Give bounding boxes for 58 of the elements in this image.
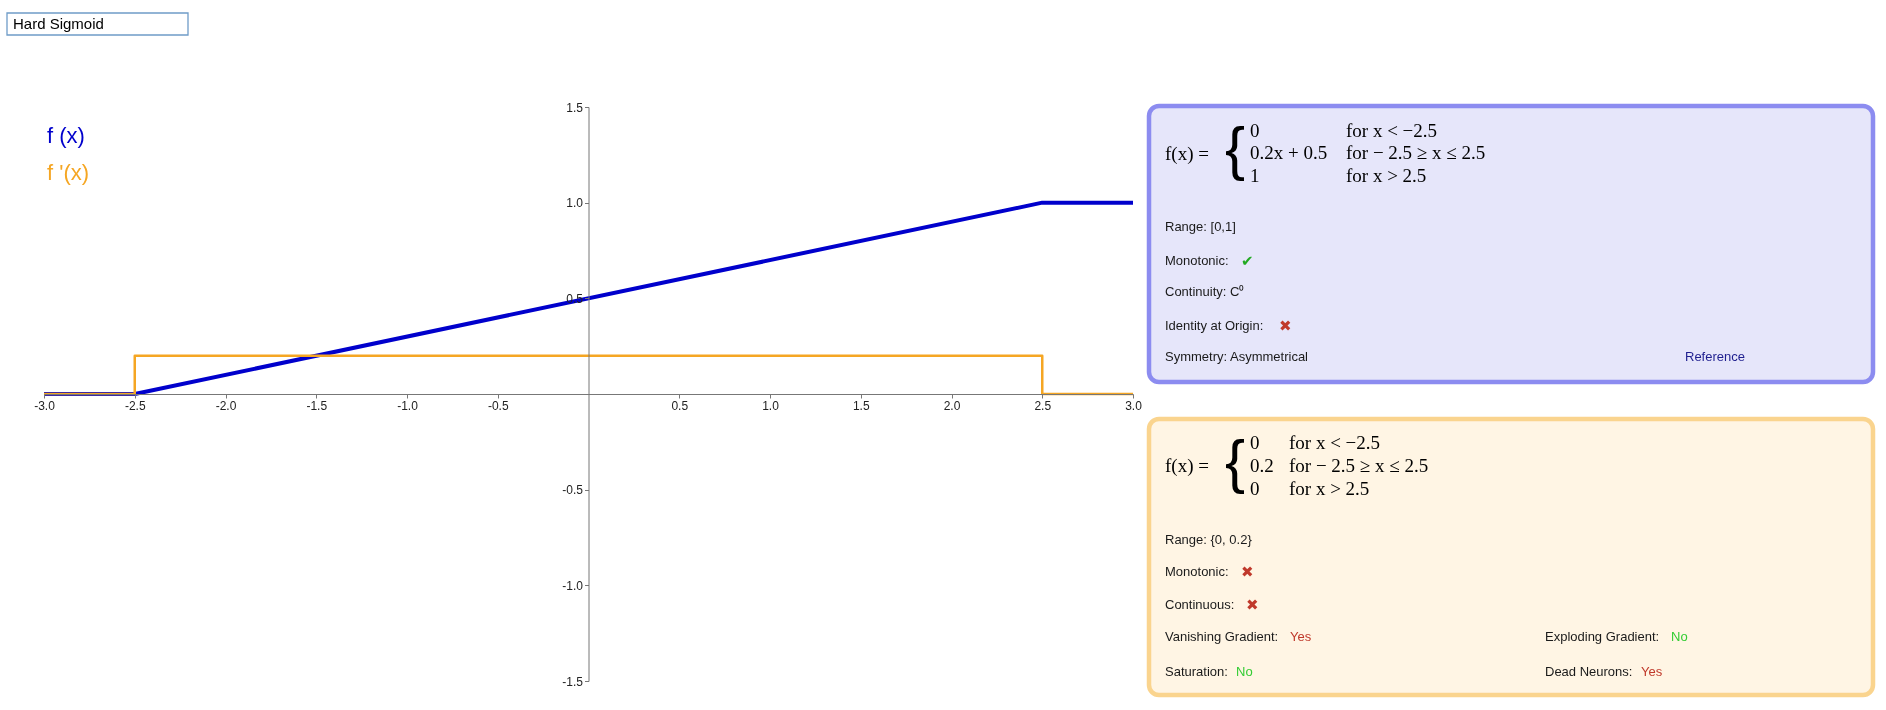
x-tick-label: -0.5: [487, 398, 509, 413]
x-tick-label: -2.0: [215, 398, 237, 413]
x-tick-label: 3.0: [1125, 398, 1143, 413]
y-tick-label: 1.0: [566, 196, 584, 211]
y-tick-label: 0.5: [566, 291, 584, 306]
x-tick-label: -1.0: [397, 398, 419, 413]
text: ✔: [1241, 252, 1254, 270]
text: Identity at Origin:: [1165, 318, 1264, 333]
text: Dead Neurons:: [1545, 664, 1633, 679]
y-tick-label: -1.0: [562, 578, 584, 593]
text: No: [1236, 664, 1253, 679]
text: Continuity: C⁰: [1165, 284, 1245, 299]
text: Monotonic:: [1165, 564, 1229, 579]
y-tick-label: -1.5: [562, 674, 584, 689]
text: ✖: [1246, 596, 1259, 614]
x-tick-label: 0.5: [671, 398, 689, 413]
text: No: [1671, 629, 1688, 644]
text: 0.2x + 0.5: [1250, 142, 1328, 163]
text: for x < −2.5: [1346, 120, 1438, 141]
text: Yes: [1641, 664, 1663, 679]
text: {: [1225, 115, 1246, 182]
text: Range: {0, 0.2}: [1165, 532, 1253, 547]
text: for x < −2.5: [1289, 432, 1381, 453]
text: 1: [1250, 165, 1260, 186]
text: Continuous:: [1165, 597, 1235, 612]
text: 0: [1250, 432, 1260, 453]
text: ✖: [1279, 317, 1292, 335]
text: for − 2.5 ≥ x ≤ 2.5: [1289, 455, 1429, 476]
x-tick-label: 1.5: [852, 398, 870, 413]
text: f (x): [47, 123, 85, 148]
y-tick-label: -0.5: [562, 483, 584, 498]
text: Exploding Gradient:: [1545, 629, 1660, 644]
x-tick-label: 1.0: [762, 398, 780, 413]
text: for − 2.5 ≥ x ≤ 2.5: [1346, 142, 1486, 163]
text: Saturation:: [1165, 664, 1228, 679]
x-tick-label: 2.0: [943, 398, 961, 413]
text: f(x) =: [1165, 455, 1209, 477]
text: 0: [1250, 478, 1260, 499]
text: 0: [1250, 120, 1260, 141]
y-tick-label: 1.5: [566, 100, 584, 115]
text: f(x) =: [1165, 143, 1209, 165]
text: for x > 2.5: [1289, 478, 1370, 499]
x-tick-label: -3.0: [34, 398, 56, 413]
text: {: [1225, 428, 1246, 495]
text: Monotonic:: [1165, 253, 1229, 268]
text: Vanishing Gradient:: [1165, 629, 1279, 644]
chart-title: Hard Sigmoid: [13, 15, 104, 32]
text: Reference: [1685, 349, 1745, 364]
text: f '(x): [47, 160, 90, 185]
text: for x > 2.5: [1346, 165, 1427, 186]
x-tick-label: -1.5: [306, 398, 328, 413]
x-tick-label: -2.5: [124, 398, 146, 413]
text: Range: [0,1]: [1165, 219, 1236, 234]
text: Symmetry: Asymmetrical: [1165, 349, 1309, 364]
text: Yes: [1290, 629, 1312, 644]
text: ✖: [1241, 563, 1254, 581]
text: 0.2: [1250, 455, 1274, 476]
x-tick-label: 2.5: [1034, 398, 1052, 413]
